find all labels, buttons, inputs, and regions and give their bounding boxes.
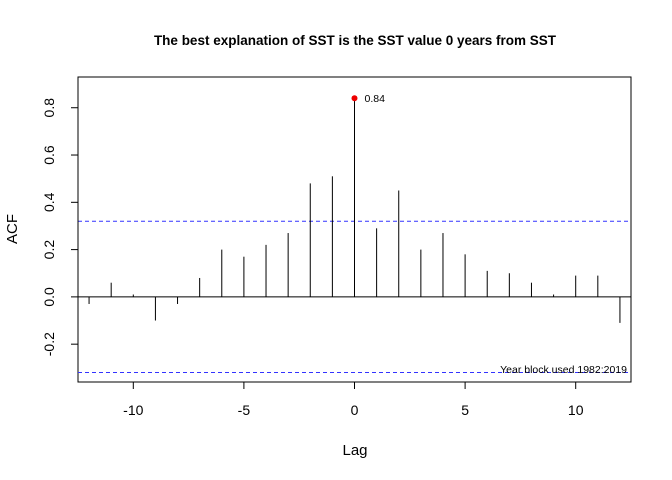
x-axis: -10 -5 0 5 10	[123, 381, 584, 418]
x-tick-label: -5	[238, 402, 251, 418]
highlight-point	[351, 95, 358, 102]
x-tick-label: 5	[461, 402, 469, 418]
y-tick-label: 0.8	[41, 98, 57, 118]
x-axis-label: Lag	[342, 442, 367, 459]
y-tick-label: 0.0	[41, 287, 57, 307]
chart-title: The best explanation of SST is the SST v…	[154, 33, 557, 48]
y-axis: -0.2 0.0 0.2 0.4 0.6 0.8	[41, 98, 79, 356]
y-tick-label: 0.2	[41, 240, 57, 260]
year-block-annotation: Year block used 1982:2019	[500, 364, 627, 376]
highlight-group: 0.84	[351, 93, 386, 105]
y-tick-label: 0.6	[41, 145, 57, 165]
acf-bars	[88, 98, 621, 323]
x-tick-label: -10	[123, 402, 143, 418]
y-axis-label: ACF	[4, 214, 21, 244]
x-tick-label: 0	[351, 402, 359, 418]
y-tick-label: 0.4	[41, 192, 57, 212]
x-tick-label: 10	[568, 402, 584, 418]
y-tick-label: -0.2	[41, 332, 57, 356]
highlight-label: 0.84	[365, 93, 386, 105]
